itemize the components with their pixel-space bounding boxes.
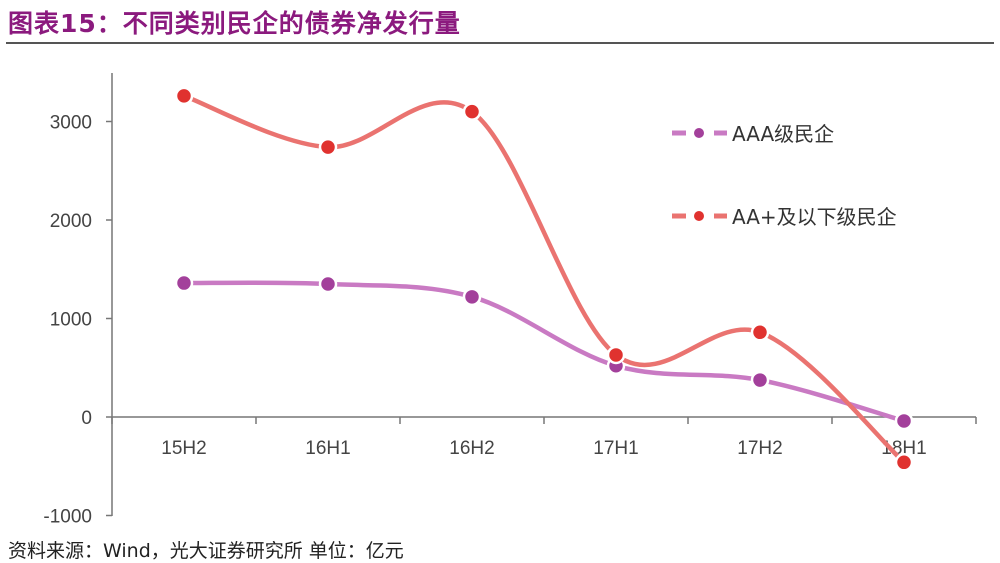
data-point [750,370,770,390]
title-divider [6,42,994,44]
data-point [318,137,338,157]
data-point [318,274,338,294]
legend-marker [694,211,704,221]
legend-label: AA+及以下级民企 [732,205,897,229]
y-tick-label: 0 [81,408,92,429]
chart-title: 图表15：不同类别民企的债券净发行量 [8,9,461,38]
source-note: 资料来源：Wind，光大证券研究所 单位：亿元 [8,540,404,562]
data-point [174,86,194,106]
series-line-0 [183,280,905,424]
data-point [462,102,482,121]
y-tick-label: -1000 [43,507,92,528]
series-line-1 [183,93,906,464]
data-point [174,273,194,293]
x-tick-label: 17H1 [593,438,638,459]
data-point [462,287,482,307]
data-point [894,453,914,472]
y-tick-label: 1000 [50,310,92,331]
data-point [606,345,626,365]
x-tick-label: 17H2 [737,438,782,459]
data-point [894,411,914,431]
legend-label: AAA级民企 [732,122,834,146]
y-tick-label: 3000 [50,113,92,134]
x-tick-label: 16H2 [449,438,494,459]
legend-marker [694,128,704,138]
data-point [750,323,770,342]
x-tick-label: 15H2 [161,438,206,459]
x-tick-label: 16H1 [305,438,350,459]
y-tick-label: 2000 [50,211,92,232]
